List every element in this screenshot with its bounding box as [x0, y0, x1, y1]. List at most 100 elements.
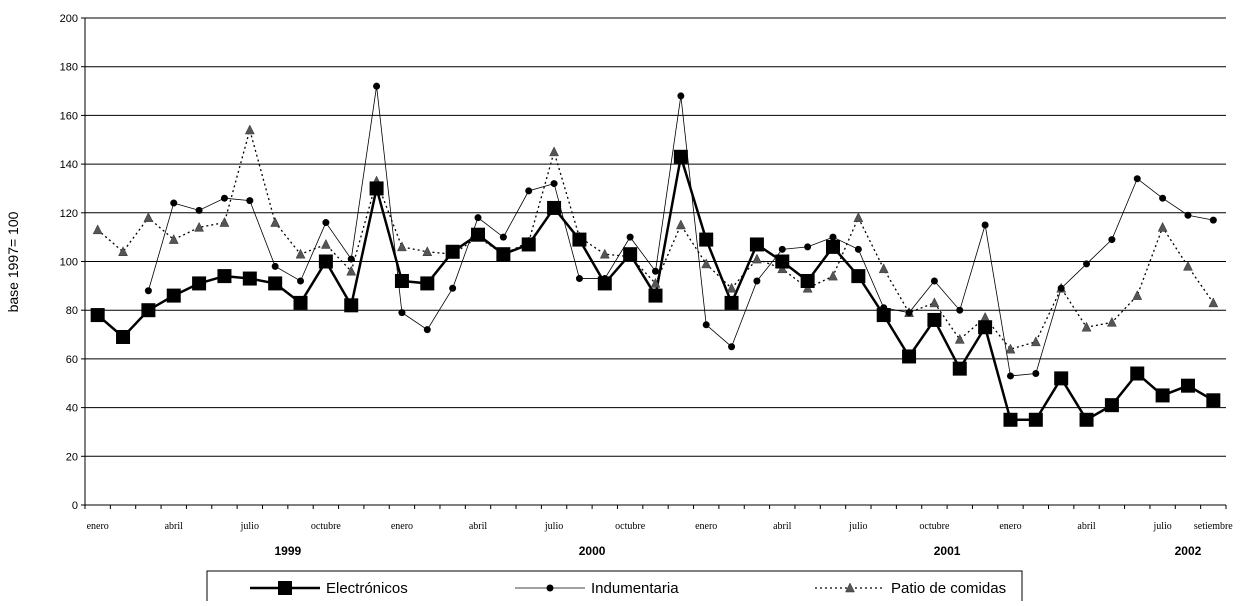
point-patio-de-comidas	[650, 277, 661, 288]
point-indumentaria	[220, 194, 228, 202]
point-indumentaria	[423, 326, 431, 334]
point-indumentaria	[778, 245, 786, 253]
point-indumentaria	[449, 284, 457, 292]
legend-label: Indumentaria	[591, 580, 679, 597]
point-electronicos	[1206, 393, 1221, 408]
point-patio-de-comidas	[320, 238, 331, 249]
point-patio-de-comidas	[980, 311, 991, 322]
point-indumentaria	[652, 267, 659, 275]
point-patio-de-comidas	[1157, 221, 1168, 232]
point-patio-de-comidas	[929, 297, 940, 308]
year-label: 2002	[1175, 544, 1202, 558]
point-electronicos	[724, 295, 739, 310]
y-tick-label: 180	[60, 62, 78, 74]
series-line	[97, 127, 1214, 350]
point-electronicos	[369, 181, 384, 196]
point-electronicos	[1028, 412, 1043, 427]
point-electronicos	[217, 269, 232, 284]
point-indumentaria	[905, 309, 913, 317]
point-electronicos	[851, 269, 866, 284]
point-patio-de-comidas	[1106, 316, 1117, 327]
point-indumentaria	[702, 321, 710, 329]
point-indumentaria	[1057, 284, 1065, 292]
year-label: 2001	[934, 544, 961, 558]
point-indumentaria	[981, 221, 989, 229]
y-tick-label: 60	[66, 354, 78, 366]
x-tick-label: julio	[1152, 521, 1171, 532]
point-electronicos	[1130, 366, 1145, 381]
point-electronicos	[394, 273, 409, 288]
point-patio-de-comidas	[1030, 336, 1041, 347]
point-patio-de-comidas	[1208, 297, 1219, 308]
legend-box	[206, 570, 1023, 604]
point-electronicos	[192, 276, 207, 291]
point-electronicos	[927, 312, 942, 327]
point-patio-de-comidas	[675, 219, 686, 230]
point-indumentaria	[546, 584, 554, 592]
point-patio-de-comidas	[954, 333, 965, 344]
series-line	[96, 156, 1214, 422]
x-axis-ticks: enero abril julio octubre enero abril julio oct…	[87, 521, 1234, 532]
x-tick-label: julio	[848, 521, 867, 532]
point-electronicos	[141, 303, 156, 318]
point-electronicos	[445, 244, 460, 259]
point-patio-de-comidas	[346, 265, 357, 276]
point-indumentaria	[550, 180, 558, 188]
x-tick-label: enero	[87, 521, 109, 532]
year-label: 1999	[274, 544, 301, 558]
point-indumentaria	[373, 82, 381, 90]
x-tick-label: abril	[469, 521, 488, 532]
point-electronicos	[1155, 388, 1170, 403]
point-indumentaria	[626, 233, 634, 241]
point-electronicos	[293, 295, 308, 310]
point-electronicos	[800, 273, 815, 288]
point-electronicos	[673, 149, 688, 164]
point-electronicos	[952, 361, 967, 376]
series-markers	[90, 82, 1221, 427]
point-electronicos	[749, 237, 764, 252]
point-patio-de-comidas	[168, 234, 179, 244]
gridlines	[85, 17, 1226, 457]
legend: Electrónicos Indumentaria Patio de comidas	[206, 570, 1023, 604]
point-electronicos	[876, 308, 891, 323]
point-patio-de-comidas	[1183, 260, 1193, 271]
point-patio-de-comidas	[701, 258, 712, 269]
point-electronicos	[1054, 371, 1069, 386]
point-electronicos	[166, 288, 181, 303]
point-electronicos	[496, 247, 511, 262]
point-electronicos	[521, 237, 536, 252]
series-lines	[96, 86, 1214, 422]
point-patio-de-comidas	[118, 246, 128, 257]
point-electronicos	[242, 271, 257, 286]
point-patio-de-comidas	[726, 282, 737, 293]
point-patio-de-comidas	[92, 224, 103, 235]
x-tick-label: setiembre	[1194, 521, 1233, 532]
point-electronicos	[90, 308, 105, 323]
point-electronicos	[471, 227, 486, 242]
point-patio-de-comidas	[143, 212, 154, 222]
x-tick-label: enero	[695, 521, 717, 532]
point-indumentaria	[956, 306, 964, 314]
point-indumentaria	[398, 309, 406, 317]
point-indumentaria	[195, 206, 203, 214]
point-electronicos	[775, 254, 790, 269]
point-indumentaria	[322, 219, 330, 227]
year-labels: 1999 2000 2001 2002	[274, 544, 1201, 558]
y-tick-label: 120	[60, 208, 78, 220]
y-tick-label: 80	[66, 305, 78, 317]
point-patio-de-comidas	[878, 263, 889, 274]
point-indumentaria	[1184, 211, 1192, 219]
point-electronicos	[1003, 412, 1018, 427]
point-indumentaria	[246, 197, 254, 205]
point-indumentaria	[474, 214, 482, 222]
point-indumentaria	[170, 199, 178, 207]
y-tick-label: 100	[60, 257, 78, 269]
x-tick-label: abril	[165, 521, 184, 532]
point-patio-de-comidas	[244, 124, 255, 135]
point-indumentaria	[829, 233, 837, 241]
point-electronicos	[268, 276, 283, 291]
point-indumentaria	[144, 287, 152, 295]
x-tick-label: abril	[773, 521, 792, 532]
legend-label: Electrónicos	[326, 580, 408, 597]
